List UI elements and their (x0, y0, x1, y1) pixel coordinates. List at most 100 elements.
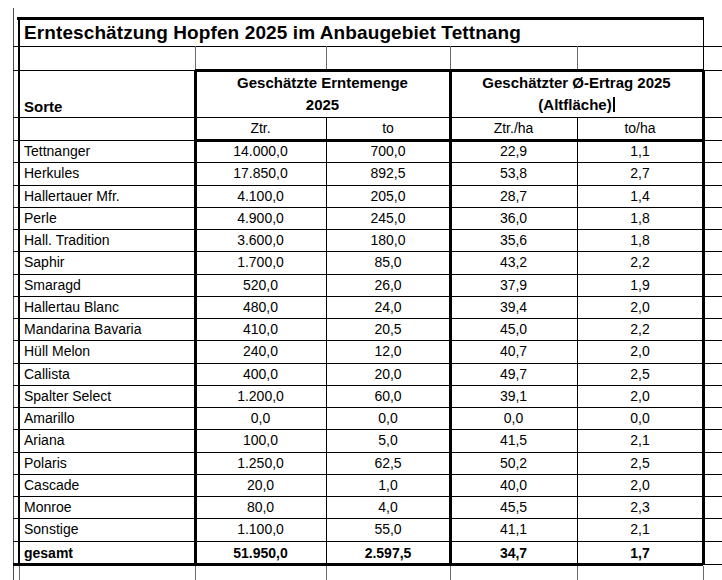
cell-ztr-ha[interactable]: 0,0 (450, 408, 577, 429)
cell-ztr-ha[interactable]: 28,7 (450, 186, 577, 207)
cell-to-ha[interactable]: 2,1 (577, 430, 703, 451)
cell-ztr[interactable]: 51.950,0 (195, 542, 326, 564)
cell-ztr[interactable]: 1.200,0 (195, 386, 326, 407)
cell-ztr[interactable]: 520,0 (195, 275, 326, 296)
cell-sorte[interactable]: Hall. Tradition (19, 230, 195, 251)
cell-sorte[interactable]: Smaragd (19, 275, 195, 296)
cell-to-ha[interactable]: 2,0 (577, 341, 703, 362)
cell-ztr[interactable]: 80,0 (195, 497, 326, 518)
group-header-erntemenge[interactable]: Geschätzte Erntemenge 2025 (195, 72, 450, 116)
cell-ztr[interactable]: 240,0 (195, 341, 326, 362)
cell-to-ha[interactable]: 2,3 (577, 497, 703, 518)
cell-ztr[interactable]: 1.250,0 (195, 453, 326, 474)
cell-to-ha[interactable]: 2,2 (577, 319, 703, 340)
cell-ztr-ha[interactable]: 37,9 (450, 275, 577, 296)
cell-to-ha[interactable]: 2,0 (577, 386, 703, 407)
cell-ztr-ha[interactable]: 49,7 (450, 364, 577, 385)
cell-to-ha[interactable]: 2,2 (577, 252, 703, 273)
cell-sorte[interactable]: Herkules (19, 163, 195, 184)
cell-to[interactable]: 245,0 (326, 208, 450, 229)
cell-to-ha[interactable]: 0,0 (577, 408, 703, 429)
cell-ztr-ha[interactable]: 43,2 (450, 252, 577, 273)
cell-ztr[interactable]: 4.100,0 (195, 186, 326, 207)
cell-sorte[interactable]: Hallertau Blanc (19, 297, 195, 318)
cell-ztr[interactable]: 480,0 (195, 297, 326, 318)
cell-to-ha[interactable]: 2,0 (577, 475, 703, 496)
cell-to-ha[interactable]: 2,7 (577, 163, 703, 184)
cell-to[interactable]: 20,5 (326, 319, 450, 340)
cell-ztr[interactable]: 0,0 (195, 408, 326, 429)
cell-ztr[interactable]: 410,0 (195, 319, 326, 340)
cell-ztr[interactable]: 400,0 (195, 364, 326, 385)
cell-ztr[interactable]: 20,0 (195, 475, 326, 496)
cell-to-ha[interactable]: 2,5 (577, 364, 703, 385)
cell-ztr[interactable]: 1.100,0 (195, 519, 326, 540)
cell-ztr-ha[interactable]: 39,4 (450, 297, 577, 318)
cell-to-ha[interactable]: 1,4 (577, 186, 703, 207)
cell-to-ha[interactable]: 1,9 (577, 275, 703, 296)
cell-ztr-ha[interactable]: 45,0 (450, 319, 577, 340)
cell-to[interactable]: 1,0 (326, 475, 450, 496)
cell-sorte[interactable]: Amarillo (19, 408, 195, 429)
cell-sorte[interactable]: Perle (19, 208, 195, 229)
cell-ztr-ha[interactable]: 36,0 (450, 208, 577, 229)
cell-to-ha[interactable]: 1,8 (577, 208, 703, 229)
cell-to[interactable]: 20,0 (326, 364, 450, 385)
cell-sorte[interactable]: Saphir (19, 252, 195, 273)
cell-to[interactable]: 55,0 (326, 519, 450, 540)
cell-ztr-ha[interactable]: 53,8 (450, 163, 577, 184)
cell-ztr-ha[interactable]: 39,1 (450, 386, 577, 407)
cell-ztr-ha[interactable]: 41,1 (450, 519, 577, 540)
cell-sorte[interactable]: Mandarina Bavaria (19, 319, 195, 340)
cell-sorte[interactable]: gesamt (19, 542, 195, 564)
cell-to[interactable]: 180,0 (326, 230, 450, 251)
cell-to-ha[interactable]: 1,8 (577, 230, 703, 251)
cell-to[interactable]: 12,0 (326, 341, 450, 362)
cell-sorte[interactable]: Monroe (19, 497, 195, 518)
cell-sorte[interactable]: Callista (19, 364, 195, 385)
cell-sorte[interactable]: Spalter Select (19, 386, 195, 407)
cell-ztr-ha[interactable]: 45,5 (450, 497, 577, 518)
cell-ztr-ha[interactable]: 50,2 (450, 453, 577, 474)
cell-ztr-ha[interactable]: 41,5 (450, 430, 577, 451)
cell-ztr[interactable]: 100,0 (195, 430, 326, 451)
cell-to[interactable]: 26,0 (326, 275, 450, 296)
subheader-ztr-ha[interactable]: Ztr./ha (450, 117, 577, 141)
cell-to[interactable]: 4,0 (326, 497, 450, 518)
cell-to[interactable]: 85,0 (326, 252, 450, 273)
cell-to[interactable]: 892,5 (326, 163, 450, 184)
cell-ztr-ha[interactable]: 40,7 (450, 341, 577, 362)
cell-ztr-ha[interactable]: 40,0 (450, 475, 577, 496)
cell-sorte[interactable]: Sonstige (19, 519, 195, 540)
cell-to[interactable]: 0,0 (326, 408, 450, 429)
cell-sorte[interactable]: Ariana (19, 430, 195, 451)
cell-sorte[interactable]: Cascade (19, 475, 195, 496)
cell-to-ha[interactable]: 1,1 (577, 141, 703, 162)
cell-ztr-ha[interactable]: 35,6 (450, 230, 577, 251)
cell-to[interactable]: 60,0 (326, 386, 450, 407)
cell-to-ha[interactable]: 2,0 (577, 297, 703, 318)
group-header-ertrag[interactable]: Geschätzter Ø-Ertrag 2025 (Altfläche) (450, 72, 703, 116)
subheader-to[interactable]: to (326, 117, 450, 141)
cell-to-ha[interactable]: 1,7 (577, 542, 703, 564)
cell-sorte[interactable]: Hallertauer Mfr. (19, 186, 195, 207)
cell-to[interactable]: 24,0 (326, 297, 450, 318)
subheader-ztr[interactable]: Ztr. (195, 117, 326, 141)
cell-to[interactable]: 2.597,5 (326, 542, 450, 564)
cell-ztr-ha[interactable]: 22,9 (450, 141, 577, 162)
cell-to[interactable]: 700,0 (326, 141, 450, 162)
cell-sorte[interactable]: Polaris (19, 453, 195, 474)
column-header-sorte[interactable]: Sorte (19, 70, 195, 116)
cell-ztr[interactable]: 1.700,0 (195, 252, 326, 273)
cell-ztr[interactable]: 3.600,0 (195, 230, 326, 251)
cell-to[interactable]: 5,0 (326, 430, 450, 451)
subheader-to-ha[interactable]: to/ha (577, 117, 703, 141)
cell-ztr[interactable]: 4.900,0 (195, 208, 326, 229)
cell-ztr[interactable]: 17.850,0 (195, 163, 326, 184)
cell-ztr[interactable]: 14.000,0 (195, 141, 326, 162)
cell-to-ha[interactable]: 2,1 (577, 519, 703, 540)
cell-to-ha[interactable]: 2,5 (577, 453, 703, 474)
title-cell[interactable]: Ernteschätzung Hopfen 2025 im Anbaugebie… (19, 20, 703, 46)
cell-ztr-ha[interactable]: 34,7 (450, 542, 577, 564)
cell-sorte[interactable]: Tettnanger (19, 141, 195, 162)
